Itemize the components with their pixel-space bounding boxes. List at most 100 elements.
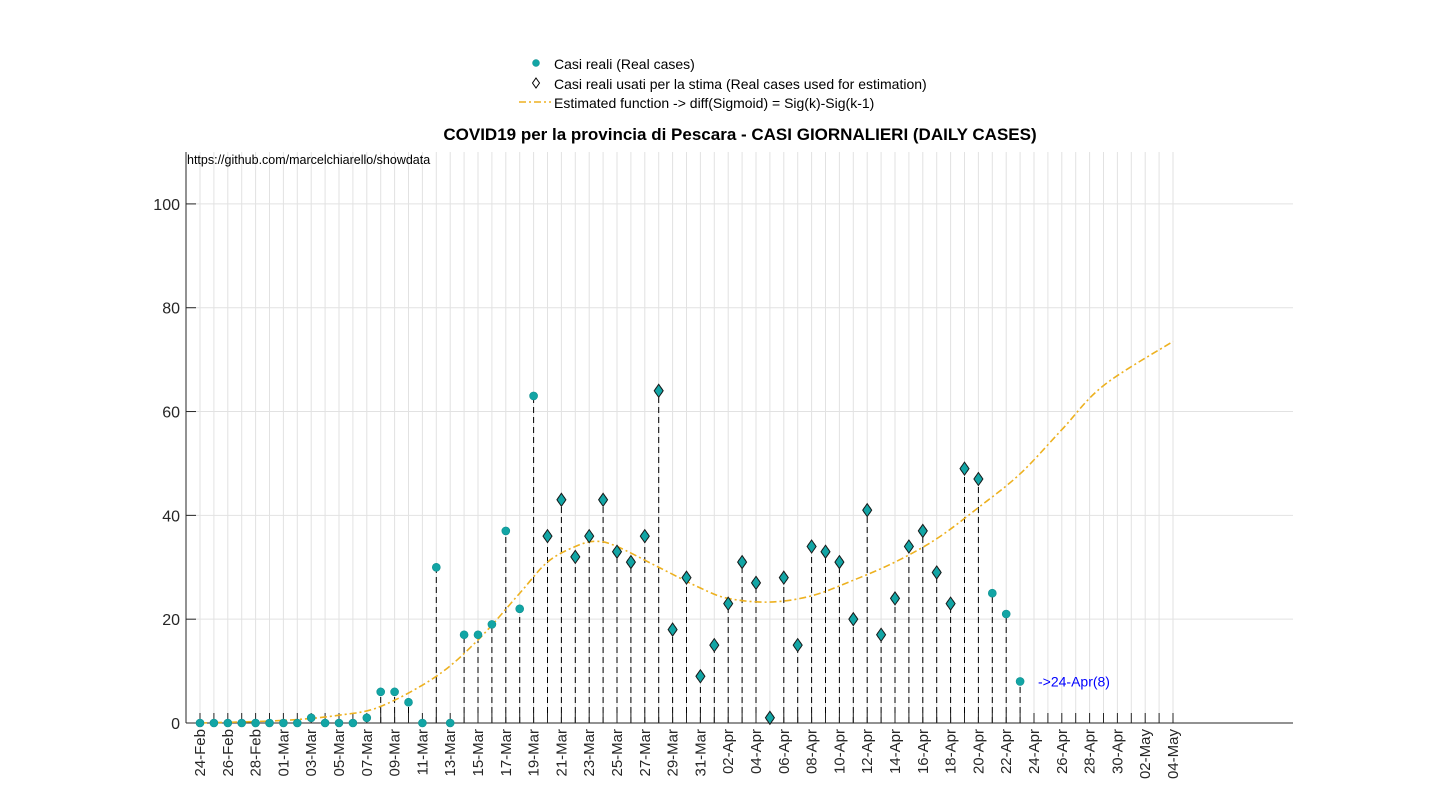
x-tick-label: 07-Mar <box>359 729 376 777</box>
last-point-annotation: ->24-Apr(8) <box>1038 673 1110 689</box>
estimation-point <box>764 710 776 726</box>
estimation-point <box>625 554 637 570</box>
estimation-point <box>945 596 956 611</box>
estimation-point <box>959 461 970 477</box>
x-tick-label: 06-Apr <box>776 729 793 774</box>
x-tick-label: 24-Feb <box>192 729 209 777</box>
real-case-point <box>362 713 372 723</box>
x-tick-label: 24-Apr <box>1026 729 1043 774</box>
x-tick-label: 08-Apr <box>804 729 821 774</box>
estimation-point <box>667 622 678 637</box>
y-tick-label: 100 <box>153 197 180 214</box>
estimation-point <box>903 539 915 554</box>
x-tick-label: 10-Apr <box>831 729 848 774</box>
real-case-point <box>473 630 483 640</box>
legend-entry-estimate: Estimated function -> diff(Sigmoid) = Si… <box>554 95 874 111</box>
x-tick-label: 18-Apr <box>943 729 960 774</box>
x-tick-labels: 24-Feb 26-Feb 28-Feb 01-Mar 03-Mar 05-Mar 07-M… <box>192 729 1182 780</box>
x-tick-label: 05-Mar <box>331 729 348 777</box>
estimation-point <box>889 591 901 606</box>
real-case-point <box>265 718 274 728</box>
estimation-point <box>917 523 928 539</box>
x-tick-label: 25-Mar <box>609 729 626 777</box>
real-case-point <box>987 588 997 598</box>
estimation-point <box>875 627 887 643</box>
estimation-point <box>778 570 789 586</box>
x-tick-label: 04-Apr <box>748 729 765 774</box>
real-case-point <box>431 562 441 572</box>
stem-lines <box>310 390 1021 723</box>
real-case-point <box>320 718 330 728</box>
used-for-estimation-series <box>542 383 984 726</box>
real-case-point <box>237 718 246 728</box>
source-url: https://github.com/marcelchiarello/showd… <box>187 153 430 167</box>
x-tick-label: 02-Apr <box>720 729 737 774</box>
y-tick-label: 0 <box>171 716 180 733</box>
real-case-point <box>1015 677 1025 686</box>
estimation-point <box>611 544 623 560</box>
legend-diamond-marker <box>531 77 541 89</box>
axes <box>185 152 1293 724</box>
estimation-point <box>973 471 984 487</box>
x-tick-label: 13-Mar <box>442 729 459 777</box>
x-tick-label: 28-Apr <box>1082 729 1099 774</box>
x-tick-label: 31-Mar <box>692 729 709 777</box>
estimation-point <box>931 565 942 580</box>
real-case-point <box>390 687 399 697</box>
y-tick-label: 60 <box>162 405 180 422</box>
x-tick-label: 09-Mar <box>387 729 404 777</box>
real-case-point <box>195 718 205 728</box>
real-case-point <box>306 713 316 723</box>
x-tick-label: 22-Apr <box>998 729 1015 774</box>
x-tick-label: 26-Apr <box>1054 729 1071 774</box>
x-tick-label: 21-Mar <box>553 729 570 777</box>
estimation-point <box>709 637 720 653</box>
x-tick-label: 11-Mar <box>414 729 431 775</box>
real-case-point <box>404 697 413 707</box>
real-case-point <box>459 630 469 640</box>
estimation-point <box>862 502 873 518</box>
x-tick-label: 26-Feb <box>220 729 237 777</box>
x-tick-label: 23-Mar <box>581 729 598 777</box>
estimation-point <box>736 554 748 570</box>
estimation-point <box>570 549 581 565</box>
x-tick-label: 16-Apr <box>915 729 932 774</box>
x-tick-label: 03-Mar <box>303 729 320 777</box>
real-case-point <box>445 718 455 728</box>
real-case-point <box>292 718 302 728</box>
real-case-point <box>209 718 219 728</box>
x-tick-label: 17-Mar <box>498 729 515 777</box>
chart-title: COVID19 per la provincia di Pescara - CA… <box>443 125 1036 144</box>
x-tick-label: 30-Apr <box>1109 729 1126 774</box>
real-case-point <box>418 718 427 728</box>
x-tick-label: 19-Mar <box>526 729 543 777</box>
legend-entry-real: Casi reali (Real cases) <box>554 56 695 72</box>
real-case-point <box>515 604 525 614</box>
x-tick-label: 15-Mar <box>470 729 487 777</box>
x-tick-label: 12-Apr <box>859 729 876 774</box>
x-tick-label: 04-May <box>1165 729 1182 780</box>
y-tick-labels: 0 20 40 60 80 100 <box>153 197 180 733</box>
legend-real-marker <box>532 59 540 67</box>
estimation-point <box>639 528 650 544</box>
real-case-point <box>487 620 497 629</box>
estimation-point <box>723 596 734 611</box>
real-case-point <box>348 718 358 728</box>
estimation-point <box>584 528 595 544</box>
estimation-point <box>681 570 692 586</box>
estimation-point <box>556 492 567 508</box>
estimation-point <box>848 611 859 627</box>
legend: Casi reali (Real cases) Casi reali usati… <box>519 56 927 111</box>
y-tick-label: 20 <box>162 612 180 629</box>
real-cases-series <box>195 386 1025 728</box>
real-case-point <box>1001 609 1011 619</box>
estimation-point <box>695 668 706 684</box>
estimation-point <box>820 544 831 560</box>
grid-lines <box>186 152 1293 724</box>
x-tick-label: 01-Mar <box>275 729 292 777</box>
x-tick-label: 20-Apr <box>970 729 987 774</box>
estimation-point <box>750 575 762 591</box>
x-tick-label: 29-Mar <box>665 729 682 777</box>
x-tick-label: 27-Mar <box>637 729 654 777</box>
